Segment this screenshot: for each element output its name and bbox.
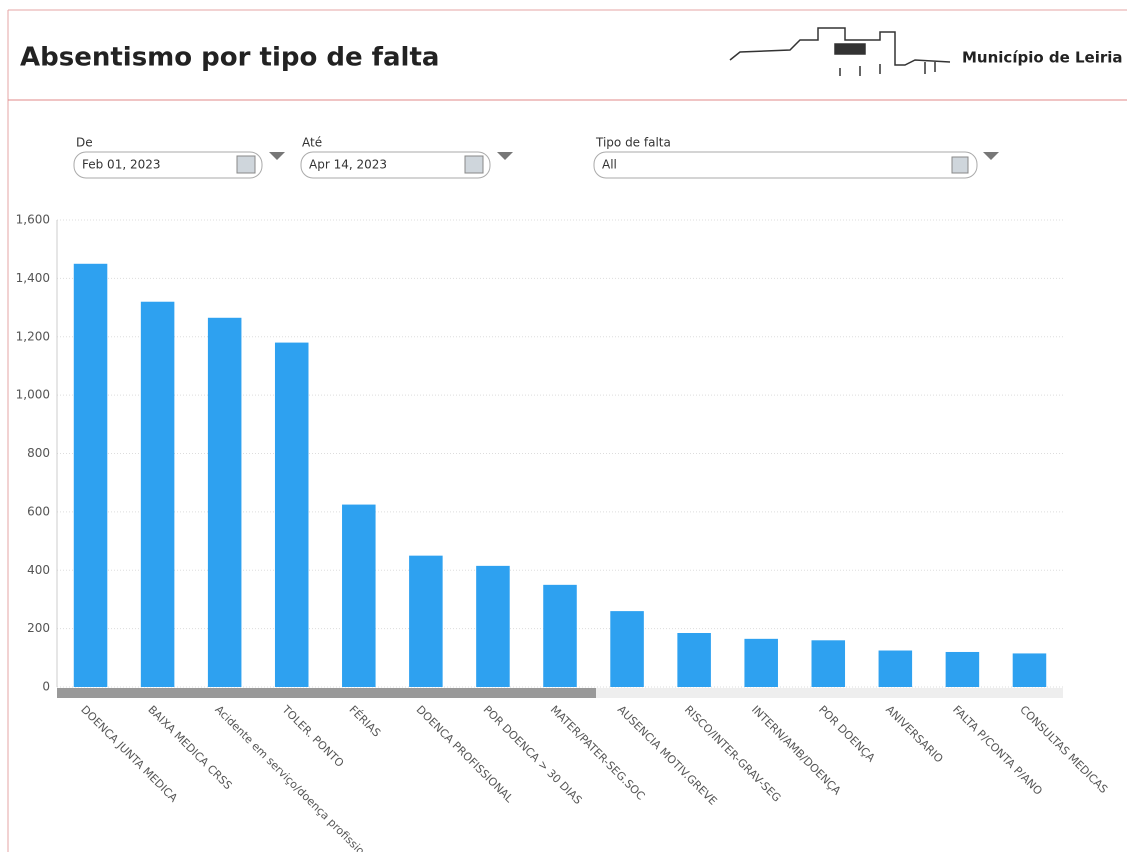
- bar: [140, 301, 175, 687]
- y-tick-label: 1,200: [16, 329, 50, 343]
- bar: [207, 317, 242, 687]
- x-tick-label: FÉRIAS: [347, 703, 384, 740]
- bar: [274, 342, 309, 687]
- bar: [409, 555, 443, 687]
- bar: [543, 584, 577, 687]
- y-tick-label: 1,600: [16, 213, 50, 227]
- page-title: Absentismo por tipo de falta: [20, 43, 439, 73]
- filter-label: Tipo de falta: [595, 136, 671, 150]
- calendar-icon[interactable]: [236, 155, 256, 174]
- y-tick-label: 0: [42, 680, 50, 694]
- filter-label: De: [76, 136, 93, 150]
- bar: [73, 263, 108, 687]
- x-tick-label: TOLER. PONTO: [279, 702, 347, 770]
- bar: [811, 640, 846, 687]
- y-tick-label: 400: [27, 563, 50, 577]
- bar: [610, 611, 644, 687]
- logo: [729, 27, 951, 76]
- y-tick-label: 200: [27, 621, 50, 635]
- date-picker[interactable]: [73, 151, 263, 179]
- y-tick-label: 1,400: [16, 271, 50, 285]
- filter-value: All: [602, 158, 617, 172]
- bar: [677, 633, 711, 687]
- brand-name: Município de Leiria: [962, 49, 1123, 67]
- bar: [342, 504, 376, 687]
- scrollbar-thumb[interactable]: [57, 688, 596, 698]
- dropdown-arrow[interactable]: [497, 152, 513, 160]
- y-tick-label: 600: [27, 504, 50, 518]
- x-tick-label: POR DOENÇA: [816, 703, 878, 765]
- tree-icon[interactable]: [951, 156, 969, 174]
- calendar-icon[interactable]: [464, 155, 484, 174]
- bar: [1012, 653, 1047, 687]
- select-box[interactable]: [593, 151, 978, 179]
- x-tick-label: ANIVERSARIO: [883, 703, 946, 766]
- filter-value: Feb 01, 2023: [82, 158, 161, 172]
- bar: [878, 650, 913, 687]
- filter-value: Apr 14, 2023: [309, 158, 387, 172]
- bar: [744, 638, 778, 687]
- date-picker[interactable]: [300, 151, 491, 179]
- dropdown-arrow[interactable]: [983, 152, 999, 160]
- y-tick-label: 800: [27, 446, 50, 460]
- y-tick-label: 1,000: [16, 388, 50, 402]
- bar: [476, 565, 510, 687]
- bar: [945, 651, 980, 687]
- dropdown-arrow[interactable]: [269, 152, 285, 160]
- filter-label: Até: [302, 136, 322, 150]
